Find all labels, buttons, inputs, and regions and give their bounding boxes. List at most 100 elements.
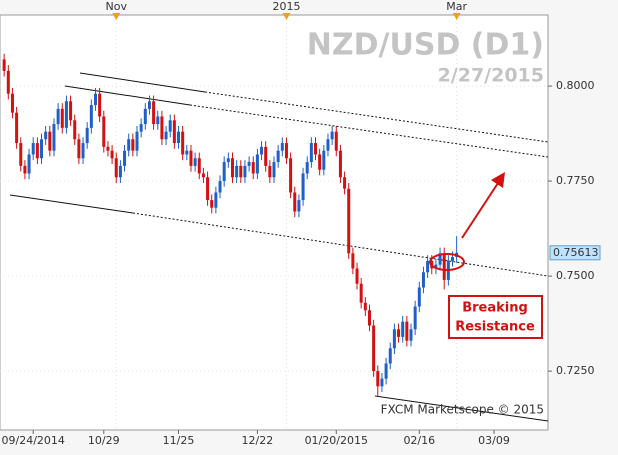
candle-body [152,101,156,125]
candle-body [164,131,168,140]
candle-body [44,131,48,140]
candle-body [351,253,355,269]
trend-line [374,395,549,422]
top-tick [452,13,461,20]
candle-body [251,162,255,174]
candle-body [247,162,251,166]
candle-body [143,108,147,125]
candle-body [197,158,201,174]
y-tick-label: 0.7750 [556,174,595,187]
x-tick-label: 11/25 [163,434,195,447]
chart-subtitle: 2/27/2015 [438,65,544,87]
candle-body [235,165,239,178]
candle-body [185,150,189,155]
candle-body [268,165,272,178]
candle-body [264,146,268,166]
candle-body [243,165,247,178]
candle-body [123,150,127,166]
candle-body [64,101,68,128]
candle-body [347,188,351,254]
arrow [461,179,501,239]
candle-body [222,162,226,182]
candle-body [206,177,210,201]
candle-body [359,283,363,303]
candle-body [301,173,305,201]
top-tick-label: 2015 [272,0,300,13]
candle-body [421,272,425,288]
candle-body [106,146,110,151]
x-tick-label: 03/09 [478,434,510,447]
candle-body [172,120,176,144]
candle-body [314,143,318,155]
trend-line [64,85,191,106]
trend-line [9,194,134,214]
candle-body [135,131,139,151]
candles [2,53,459,396]
top-tick-label: Nov [106,0,128,13]
annotation-text: Breaking [462,301,528,316]
candle-body [48,131,52,151]
candle-body [85,127,89,144]
annotation-box [448,295,543,339]
arrow-head [491,172,505,188]
candle-body [426,260,430,273]
candle-body [19,143,23,166]
candle-body [280,143,284,151]
candle-body [156,116,160,125]
candle-body [210,200,214,208]
candle-body [309,143,313,163]
candle-body [284,143,288,159]
candle-body [118,165,122,178]
candle-body [6,70,10,94]
candle-body [56,108,60,125]
candle-body [367,310,371,326]
trend-line [79,72,206,93]
candle-body [201,173,205,178]
candle-body [147,101,151,109]
candle-body [338,150,342,178]
candle-body [69,101,73,121]
candle-body [397,329,401,337]
candle-body [160,116,164,140]
candle-body [255,154,259,174]
candle-body [343,177,347,189]
candle-body [81,143,85,159]
candle-body [193,158,197,166]
candle-body [417,287,421,307]
candle-body [451,257,455,261]
candle-body [442,253,446,280]
candle-body [52,124,56,151]
last-price-label: 0.75613 [553,246,599,259]
candle-body [15,112,19,144]
trend-line [189,104,549,158]
candle-body [305,162,309,174]
top-tick [282,13,291,20]
candle-body [318,154,322,170]
candle-body [89,105,93,128]
watermark: FXCM Marketscope © 2015 [381,403,544,417]
candle-body [102,116,106,147]
candle-body [413,306,417,330]
x-tick-label: 02/16 [403,434,435,447]
candle-body [334,131,338,151]
candle-body [127,139,131,151]
candle-body [230,158,234,178]
candle-body [93,93,97,106]
candle-body [189,150,193,166]
candle-body [73,120,77,140]
candle-body [438,253,442,265]
candle-body [392,329,396,349]
candle-body [372,325,376,372]
candle-body [60,108,64,128]
candle-body [401,321,405,337]
x-tick-label: 01/20/2015 [305,434,368,447]
top-tick [112,13,121,20]
candle-body [181,131,185,155]
candle-body [2,59,6,71]
candle-body [326,139,330,151]
candle-body [405,321,409,341]
candle-body [363,302,367,311]
x-tick-label: 09/24/2014 [2,434,65,447]
